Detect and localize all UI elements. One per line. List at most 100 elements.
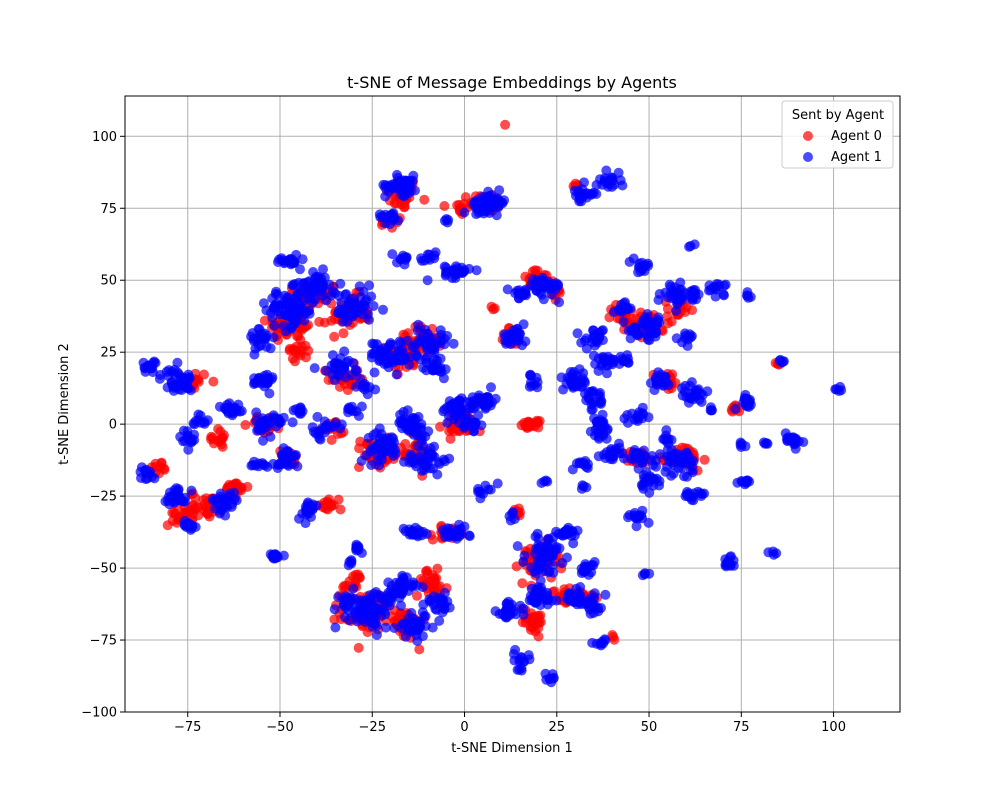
- scatter-point-agent-1: [606, 172, 617, 183]
- scatter-point-agent-1: [420, 339, 431, 350]
- scatter-point-agent-1: [556, 372, 567, 383]
- scatter-point-agent-1: [369, 367, 380, 378]
- scatter-point-agent-1: [524, 654, 535, 665]
- legend-label-agent-1: Agent 1: [831, 150, 882, 165]
- scatter-point-agent-0: [182, 507, 192, 517]
- scatter-point-agent-1: [492, 478, 503, 489]
- scatter-point-agent-1: [624, 256, 635, 267]
- y-tick-label: 100: [92, 130, 117, 145]
- scatter-point-agent-1: [581, 333, 592, 344]
- scatter-point-agent-1: [456, 404, 467, 415]
- scatter-point-agent-1: [638, 470, 649, 481]
- scatter-point-agent-1: [557, 558, 568, 569]
- scatter-point-agent-1: [536, 289, 547, 300]
- scatter-point-agent-1: [191, 415, 201, 426]
- scatter-point-agent-0: [687, 305, 698, 316]
- scatter-point-agent-1: [578, 191, 589, 201]
- legend-box: [781, 100, 894, 169]
- y-tick-label: −25: [90, 490, 117, 505]
- scatter-point-agent-1: [306, 512, 316, 522]
- scatter-point-agent-0: [208, 376, 219, 387]
- scatter-point-agent-1: [661, 436, 672, 447]
- scatter-point-agent-1: [343, 404, 354, 415]
- scatter-point-agent-1: [448, 266, 459, 276]
- scatter-point-agent-1: [595, 174, 605, 185]
- scatter-point-agent-1: [741, 394, 752, 405]
- scatter-point-agent-1: [685, 393, 696, 404]
- scatter-point-agent-1: [365, 593, 376, 604]
- scatter-point-agent-1: [654, 289, 665, 299]
- scatter-point-agent-1: [598, 638, 609, 649]
- scatter-point-agent-1: [349, 593, 360, 604]
- scatter-point-agent-1: [391, 369, 402, 380]
- scatter-point-agent-1: [685, 456, 696, 467]
- series-agent-1: [135, 165, 847, 688]
- y-tick-label: −50: [90, 562, 117, 577]
- scatter-point-agent-1: [431, 359, 442, 370]
- scatter-point-agent-1: [602, 368, 612, 379]
- y-tick-label: −100: [81, 706, 117, 721]
- scatter-point-agent-1: [383, 358, 394, 369]
- scatter-point-agent-0: [699, 454, 710, 465]
- scatter-point-agent-1: [309, 274, 320, 285]
- scatter-point-agent-1: [530, 531, 541, 542]
- legend-marker-agent-1: [803, 152, 813, 162]
- scatter-point-agent-1: [411, 338, 422, 349]
- scatter-point-agent-1: [444, 523, 455, 534]
- scatter-point-agent-1: [251, 407, 262, 418]
- y-axis-label: t-SNE Dimension 2: [57, 343, 72, 465]
- scatter-point-agent-1: [509, 655, 520, 666]
- scatter-point-agent-1: [587, 637, 598, 648]
- scatter-point-agent-1: [186, 485, 197, 496]
- scatter-point-agent-1: [524, 381, 535, 392]
- scatter-point-agent-0: [295, 350, 306, 361]
- scatter-point-agent-0: [412, 590, 422, 601]
- scatter-point-agent-1: [444, 602, 455, 613]
- scatter-point-agent-0: [284, 345, 295, 356]
- scatter-point-agent-1: [172, 357, 183, 368]
- scatter-point-agent-1: [250, 460, 261, 471]
- x-tick-label: 100: [821, 720, 846, 735]
- scatter-point-agent-1: [358, 300, 369, 311]
- scatter-point-agent-1: [768, 549, 779, 560]
- scatter-point-agent-1: [490, 393, 501, 404]
- scatter-point-agent-1: [699, 488, 710, 499]
- scatter-point-agent-1: [288, 318, 299, 328]
- scatter-point-agent-0: [338, 328, 349, 339]
- scatter-point-agent-1: [598, 430, 609, 441]
- scatter-point-agent-1: [467, 392, 478, 403]
- scatter-point-agent-1: [541, 540, 552, 551]
- scatter-point-agent-0: [329, 331, 340, 342]
- scatter-point-agent-0: [445, 433, 456, 444]
- scatter-point-agent-1: [730, 403, 741, 414]
- scatter-point-agent-1: [380, 622, 391, 633]
- scatter-point-agent-1: [639, 569, 650, 580]
- scatter-point-agent-1: [145, 466, 156, 477]
- scatter-point-agent-1: [348, 583, 359, 594]
- scatter-point-agent-1: [180, 492, 191, 503]
- scatter-point-agent-1: [364, 280, 375, 291]
- scatter-point-agent-1: [532, 377, 543, 388]
- scatter-point-agent-1: [465, 403, 476, 414]
- scatter-point-agent-1: [309, 363, 320, 374]
- scatter-point-agent-1: [682, 486, 693, 497]
- scatter-point-agent-1: [444, 453, 455, 464]
- scatter-point-agent-1: [426, 450, 437, 461]
- scatter-point-agent-1: [480, 399, 491, 410]
- scatter-point-agent-1: [519, 550, 530, 561]
- scatter-point-agent-1: [395, 409, 406, 420]
- scatter-point-agent-1: [736, 442, 747, 452]
- scatter-point-agent-1: [741, 475, 752, 486]
- scatter-point-agent-0: [259, 315, 270, 326]
- scatter-point-agent-0: [296, 341, 307, 352]
- scatter-point-agent-1: [568, 373, 579, 384]
- scatter-point-agent-1: [674, 284, 685, 295]
- scatter-point-agent-1: [483, 484, 494, 495]
- scatter-point-agent-1: [448, 338, 459, 349]
- scatter-point-agent-1: [651, 461, 662, 472]
- scatter-point-agent-0: [500, 119, 511, 130]
- scatter-point-agent-1: [293, 277, 304, 288]
- scatter-point-agent-1: [583, 562, 594, 573]
- scatter-point-agent-0: [427, 570, 438, 581]
